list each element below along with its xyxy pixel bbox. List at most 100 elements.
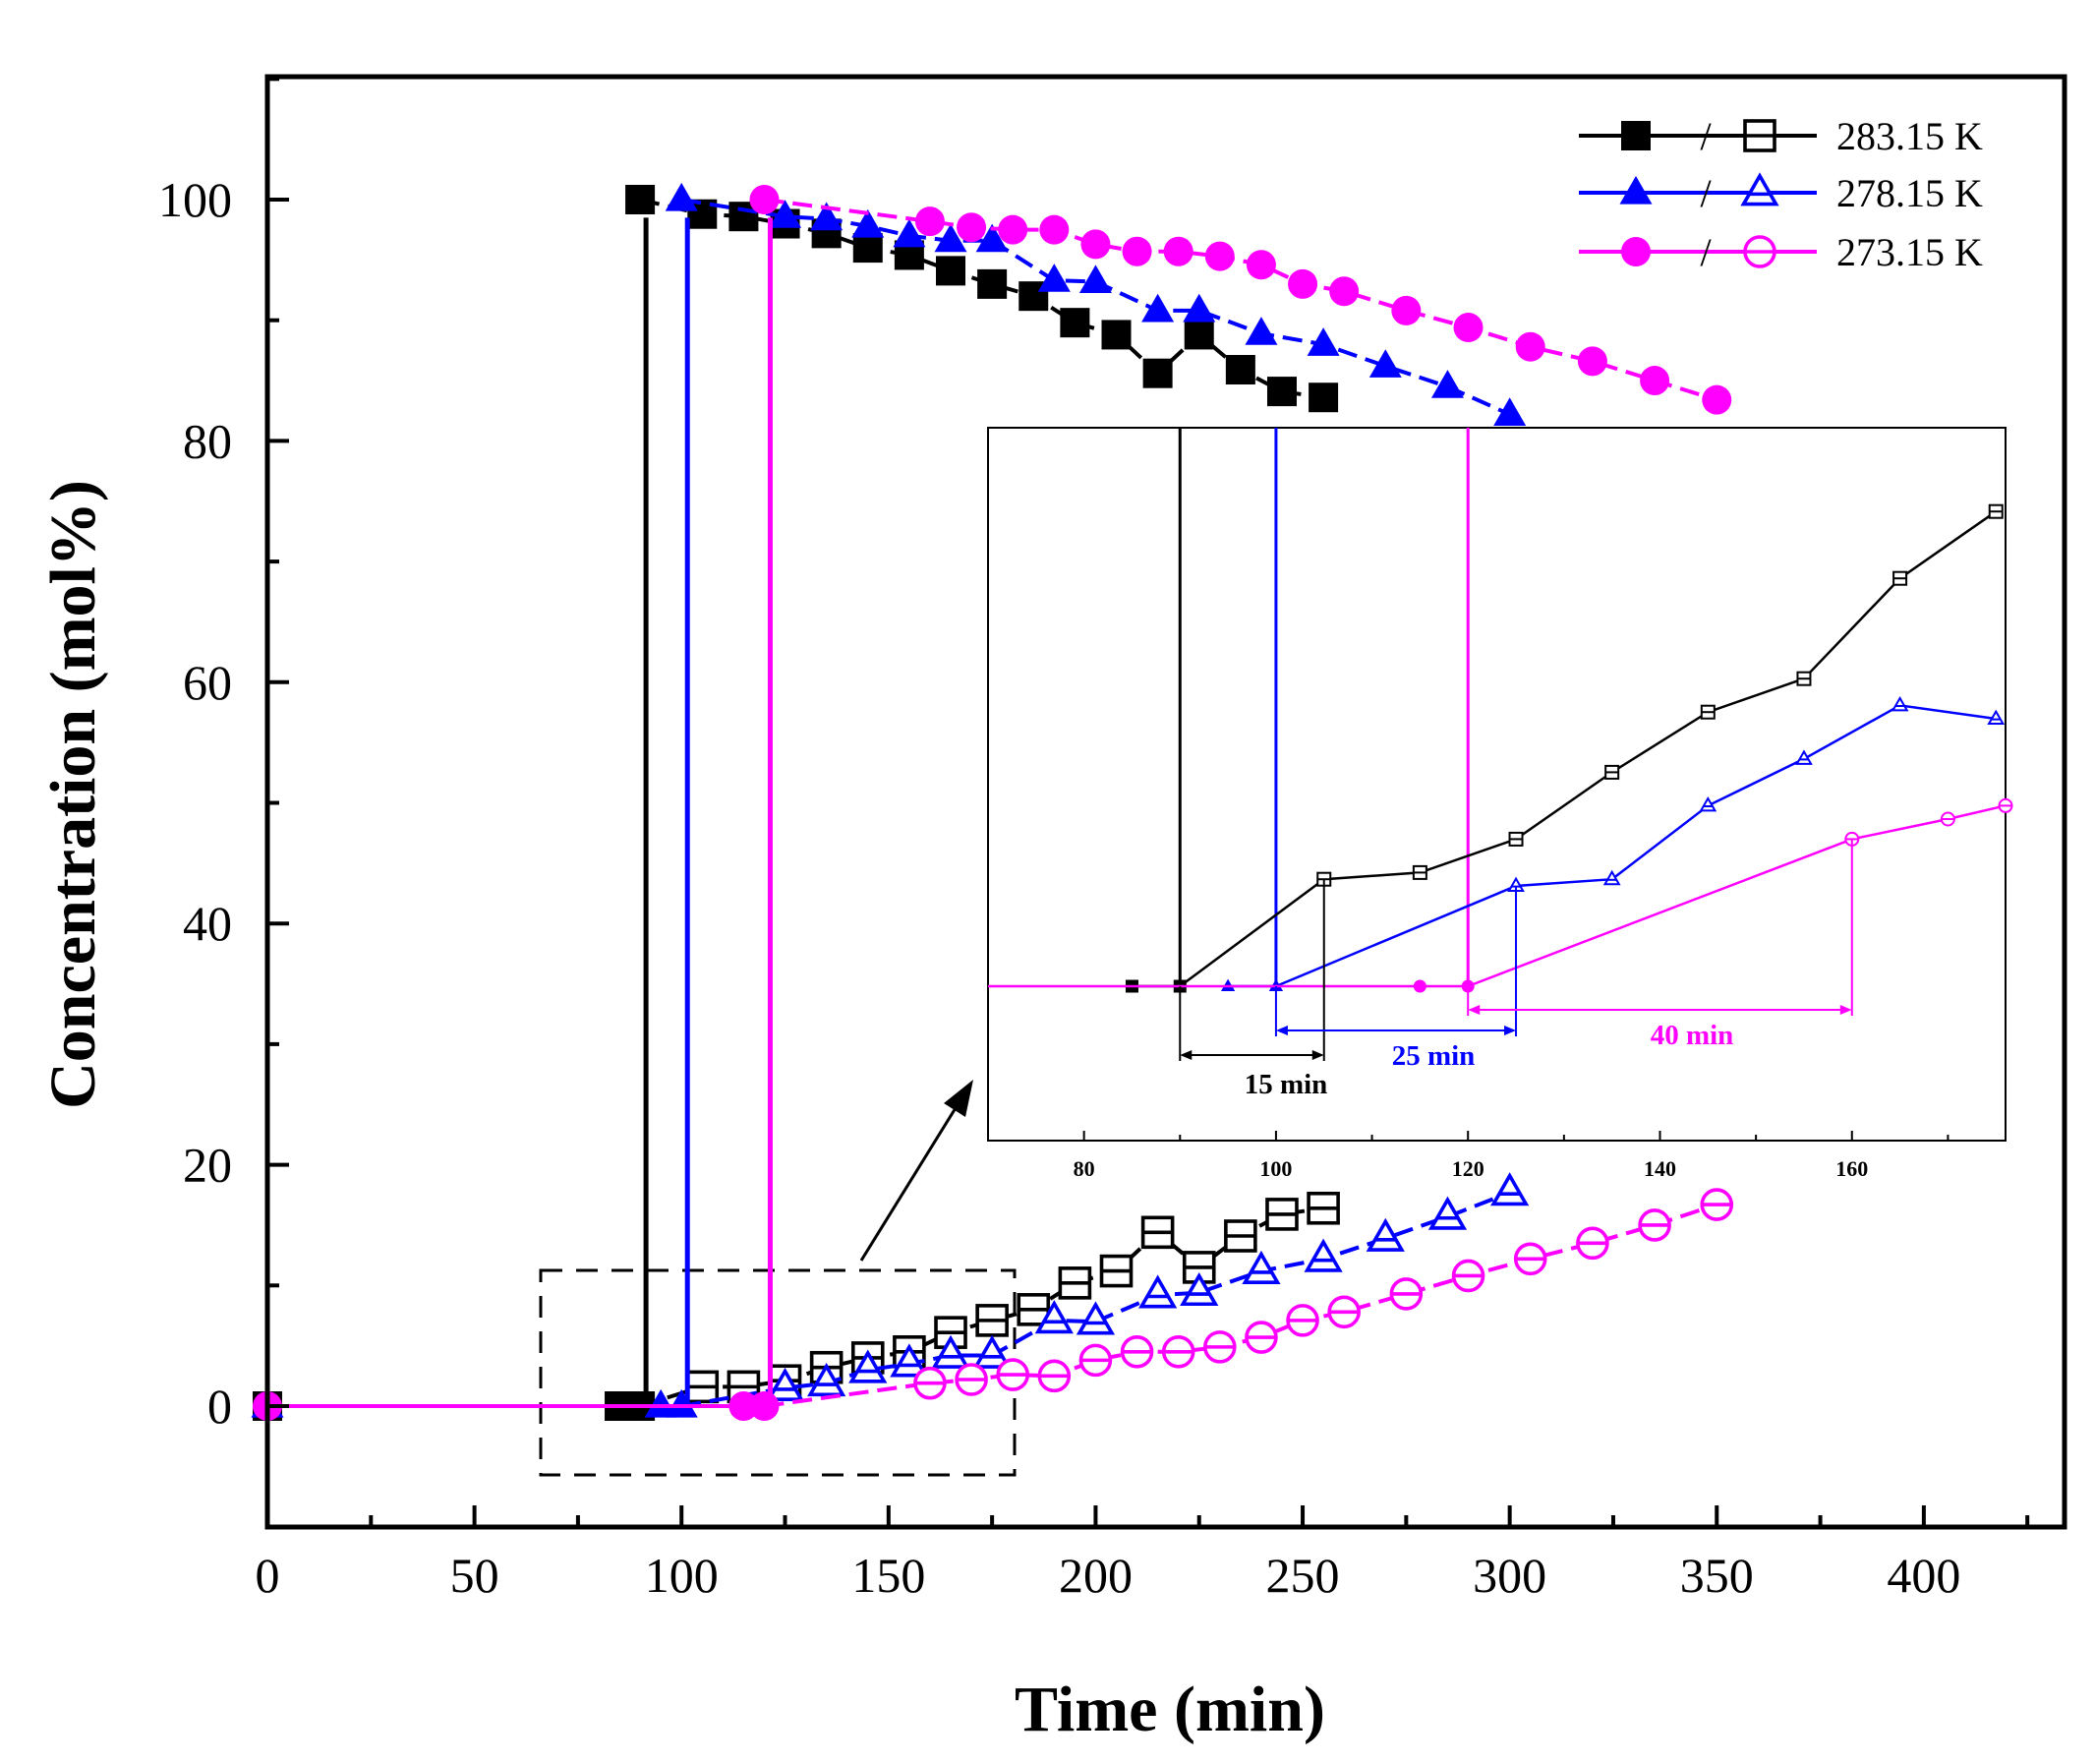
series-28315-point-gas-15 xyxy=(1266,377,1297,407)
inset-series-27815-point-6 xyxy=(1891,695,1909,712)
legend: / 283.15 K / 278.15 K / 273.15 K xyxy=(1579,114,1983,274)
inset-series-27815-point-7 xyxy=(1987,709,2006,726)
series-27815-point-liquid-13 xyxy=(1366,1217,1405,1252)
series-27315-point-gas-2 xyxy=(957,212,987,243)
inset-series-27315-line xyxy=(988,804,2007,988)
series-27815-point-gas-2 xyxy=(810,202,844,231)
annotation-2-arrow-left xyxy=(1468,1005,1481,1015)
legend-entry-27815: / 278.15 K xyxy=(1579,171,1983,215)
x-tick-label-5: 250 xyxy=(1266,1548,1340,1603)
x-tick-label-8: 400 xyxy=(1887,1548,1960,1603)
y-tick-label-5: 100 xyxy=(158,172,232,227)
series-27815-point-pre-2 xyxy=(665,1388,698,1418)
legend-marker-filled-27315 xyxy=(1621,237,1651,266)
series-28315-point-gas-14 xyxy=(1225,355,1255,385)
series-27815-point-gas-7 xyxy=(1037,264,1071,292)
series-27815-point-gas-11 xyxy=(1245,317,1278,345)
series-27815-point-pre-1 xyxy=(644,1388,677,1418)
series-27315-point-gas-4 xyxy=(1039,214,1070,245)
x-tick-label-6: 300 xyxy=(1473,1548,1546,1603)
series-27315 xyxy=(253,185,1734,1421)
inset-x-tick-label-0: 80 xyxy=(1074,1156,1095,1181)
series-27815-point-liquid-3 xyxy=(848,1349,888,1383)
y-tick-label-1: 20 xyxy=(183,1138,232,1193)
series-27315-point-gas-17 xyxy=(1702,384,1732,415)
series-27815-liquid-line xyxy=(680,1190,1511,1408)
series-28315-point-gas-7 xyxy=(936,256,966,286)
legend-separator-27815: / xyxy=(1700,171,1712,215)
series-28315-point-gas-5 xyxy=(852,233,883,264)
series-27815-point-liquid-7 xyxy=(1034,1300,1074,1334)
series-28315-point-gas-16 xyxy=(1309,382,1339,413)
y-tick-label-3: 60 xyxy=(183,655,232,710)
series-27815-point-gas-1 xyxy=(769,200,802,228)
annotation-1-arrow-right xyxy=(1504,1026,1517,1035)
inset-arrow-line xyxy=(859,1102,960,1262)
x-axis-title: Time (min) xyxy=(1015,1674,1325,1745)
series-28315-point-gas-8 xyxy=(977,268,1008,299)
inset-series-27815-point-5 xyxy=(1795,749,1813,765)
x-tick-label-0: 0 xyxy=(256,1548,280,1603)
inset-series-28315-line xyxy=(1132,510,1997,988)
y-axis-title: Concentration (mol%) xyxy=(37,480,109,1109)
series-27315-point-gas-10 xyxy=(1288,268,1318,299)
series-27815 xyxy=(251,182,1530,1418)
series-27815-point-gas-15 xyxy=(1493,397,1527,426)
main-plot-series xyxy=(251,182,1734,1421)
series-27815-point-gas-6 xyxy=(975,223,1009,253)
inset-series-27815-line xyxy=(1228,704,1997,988)
y-tick-label-2: 40 xyxy=(183,896,232,951)
annotation-0-arrow-right xyxy=(1311,1050,1324,1060)
series-27815-point-liquid-6 xyxy=(972,1334,1012,1369)
y-tick-label-0: 0 xyxy=(207,1379,232,1434)
series-27315-point-gas-9 xyxy=(1246,250,1276,280)
series-27815-point-gas-5 xyxy=(934,223,967,253)
series-27315-point-gas-8 xyxy=(1204,241,1235,271)
series-27815-point-gas-0 xyxy=(665,182,698,211)
series-27815-point-liquid-15 xyxy=(1490,1172,1530,1206)
inset-series-27815-point-3 xyxy=(1602,869,1621,886)
x-tick-label-7: 350 xyxy=(1680,1548,1754,1603)
series-27315-point-pre-2 xyxy=(749,1391,780,1421)
inset-arrow-head xyxy=(944,1080,973,1117)
inset-series-28315 xyxy=(1125,503,2004,993)
series-27815-point-gas-4 xyxy=(893,218,926,248)
inset-plot: 15 min 25 min 40 min 80 100 120 140 160 xyxy=(987,427,2013,1181)
series-27815-point-gas-10 xyxy=(1183,293,1216,323)
legend-separator-27315: / xyxy=(1700,230,1712,274)
inset-x-tick-label-3: 140 xyxy=(1644,1156,1676,1181)
series-27815-point-liquid-10 xyxy=(1180,1271,1219,1307)
x-tick-label-2: 100 xyxy=(645,1548,719,1603)
legend-label-28315: 283.15 K xyxy=(1836,114,1983,158)
inset-frame xyxy=(987,427,2007,1142)
series-27315-point-gas-12 xyxy=(1391,295,1422,325)
series-27315-point-gas-7 xyxy=(1163,236,1193,266)
series-28315-point-gas-10 xyxy=(1060,308,1090,338)
series-27815-point-liquid-12 xyxy=(1304,1238,1343,1272)
series-27815-point-gas-12 xyxy=(1307,327,1340,356)
legend-label-27815: 278.15 K xyxy=(1836,171,1983,215)
series-27815-point-gas-9 xyxy=(1141,293,1175,323)
series-27315-point-gas-1 xyxy=(914,206,945,237)
series-27815-point-liquid-4 xyxy=(890,1343,929,1378)
inset-x-tick-label-1: 100 xyxy=(1259,1156,1292,1181)
series-27815-point-gas-8 xyxy=(1078,265,1112,294)
series-27315-point-gas-11 xyxy=(1329,276,1360,307)
main-axes: 0 20 40 60 80 100 0 50 100 150 200 250 300 350 400 xyxy=(158,74,2067,1603)
y-tick-label-4: 80 xyxy=(183,413,232,468)
series-28315-point-gas-12 xyxy=(1142,358,1173,388)
annotation-label-1: 25 min xyxy=(1392,1040,1476,1072)
inset-series-27815 xyxy=(1220,695,2006,992)
series-27315-point-gas-14 xyxy=(1515,331,1545,362)
series-27815-point-liquid-9 xyxy=(1138,1274,1178,1309)
series-27315-point-gas-15 xyxy=(1577,346,1607,377)
series-27315-point-gas-5 xyxy=(1080,229,1111,260)
series-27815-point-gas-13 xyxy=(1368,349,1402,378)
legend-marker-filled-28315 xyxy=(1621,121,1651,150)
inset-x-tick-label-2: 120 xyxy=(1452,1156,1484,1181)
x-tick-label-3: 150 xyxy=(851,1548,925,1603)
series-27815-point-liquid-1 xyxy=(765,1367,805,1401)
series-27315-point-pre-1 xyxy=(728,1391,759,1421)
series-28315-point-gas-11 xyxy=(1101,320,1132,350)
